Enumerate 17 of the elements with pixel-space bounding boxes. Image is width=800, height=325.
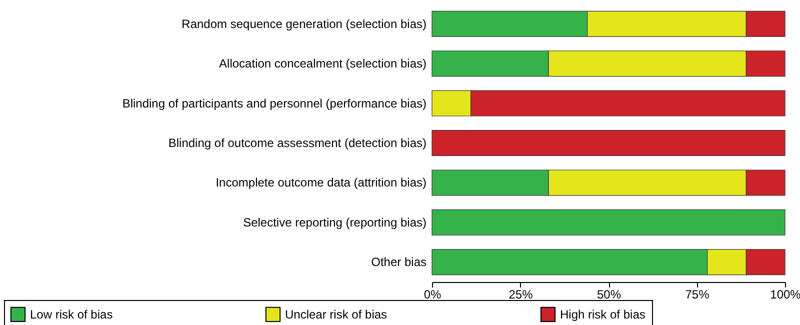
legend-label: Low risk of bias [30, 307, 113, 322]
legend-label: High risk of bias [560, 307, 646, 322]
y-tick-label: Blinding of outcome assessment (detection bias) [168, 136, 426, 150]
y-tick-label: Selective reporting (reporting bias) [243, 215, 427, 230]
bar [432, 130, 786, 156]
y-tick-label: Random sequence generation (selection bias) [182, 16, 426, 31]
y-tick-label: Other bias [371, 255, 426, 270]
y-tick-label: Incomplete outcome data (attrition bias) [216, 176, 426, 190]
y-tick-label: Blinding of participants and personnel (performance bias) [122, 96, 427, 110]
x-tick-label: 50% [596, 288, 622, 302]
y-tick-label: Allocation concealment (selection bias) [219, 56, 426, 71]
x-tick-label: 100% [770, 288, 800, 302]
x-tick-label: 25% [508, 288, 534, 302]
x-tick-label: 0% [424, 288, 442, 302]
x-tick-label: 75% [685, 288, 710, 302]
legend-label: Unclear risk of bias [285, 307, 388, 322]
bar [432, 209, 786, 236]
